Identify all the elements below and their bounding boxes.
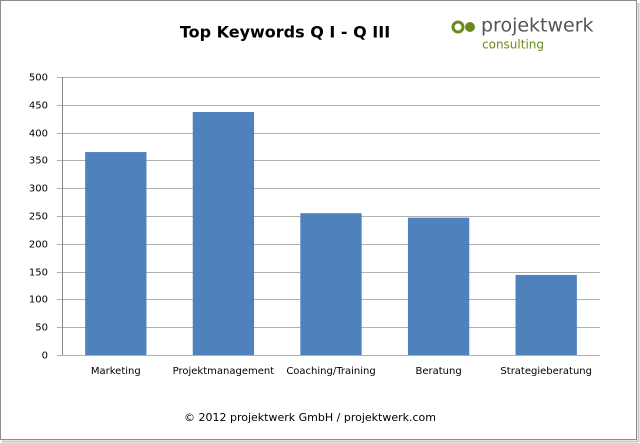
y-tick-label: 450 <box>29 101 48 112</box>
y-tick-label: 150 <box>29 268 48 279</box>
y-tick-label: 250 <box>29 212 48 223</box>
y-tick-label: 350 <box>29 156 48 167</box>
y-tick-label: 500 <box>29 73 48 84</box>
bar <box>192 112 255 355</box>
bar <box>300 213 362 355</box>
bar <box>515 274 577 355</box>
x-tick-label: Coaching/Training <box>286 366 375 377</box>
logo-icon <box>451 20 465 34</box>
x-tick-label: Marketing <box>91 366 141 377</box>
y-tick-label: 50 <box>35 323 48 334</box>
logo: projektwerk consulting <box>451 15 594 52</box>
logo-tagline: consulting <box>482 38 544 52</box>
bar <box>407 217 470 355</box>
x-tick-label: Projektmanagement <box>173 366 275 377</box>
footer: © 2012 projektwerk GmbH / projektwerk.co… <box>184 411 436 424</box>
y-tick-label: 200 <box>29 240 48 251</box>
logo-name: projektwerk <box>481 15 594 37</box>
y-tick-label: 300 <box>29 184 48 195</box>
chart-title: Top Keywords Q I - Q III <box>180 23 390 42</box>
x-tick-label: Beratung <box>415 366 461 377</box>
y-tick-label: 100 <box>29 295 48 306</box>
y-tick-label: 0 <box>42 351 48 362</box>
y-tick-label: 400 <box>29 129 48 140</box>
logo-icon <box>465 22 475 32</box>
bar <box>85 152 147 355</box>
x-tick-label: Strategieberatung <box>500 366 592 377</box>
